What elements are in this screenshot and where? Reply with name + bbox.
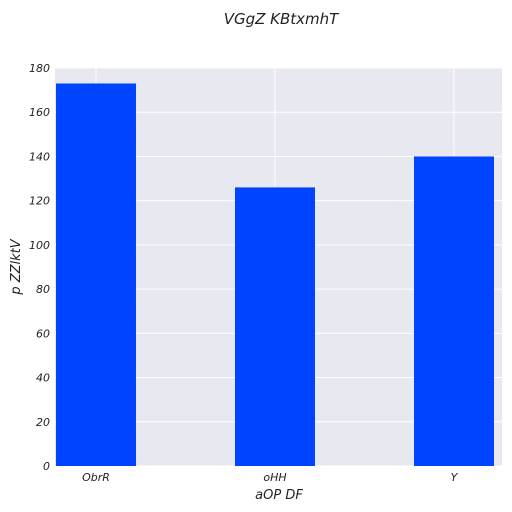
bar-y [414, 156, 494, 466]
y-tick-label: 100 [29, 239, 50, 252]
y-tick-label: 180 [29, 62, 50, 75]
bar-ohh [235, 187, 315, 466]
bars [56, 83, 494, 466]
y-tick-label: 40 [36, 372, 50, 385]
chart-title: VGgZ KBtxmhT [224, 10, 340, 28]
y-tick-label: 140 [29, 150, 50, 163]
y-tick-label: 60 [36, 327, 50, 340]
x-axis-ticks: ObrR oHH Y [82, 471, 459, 484]
y-tick-label: 120 [29, 195, 50, 208]
x-tick-label: oHH [263, 471, 286, 484]
x-axis-label: aOP DF [255, 488, 303, 503]
y-axis-ticks: 0 20 40 60 80 100 120 140 160 180 [29, 62, 50, 473]
y-tick-label: 0 [43, 460, 50, 473]
y-axis-label: p ZZlktV [9, 238, 24, 295]
x-tick-label: ObrR [82, 471, 110, 484]
y-tick-label: 80 [36, 283, 50, 296]
y-tick-label: 160 [29, 106, 50, 119]
y-tick-label: 20 [36, 416, 50, 429]
x-tick-label: Y [451, 471, 459, 484]
bar-obrr [56, 83, 136, 466]
